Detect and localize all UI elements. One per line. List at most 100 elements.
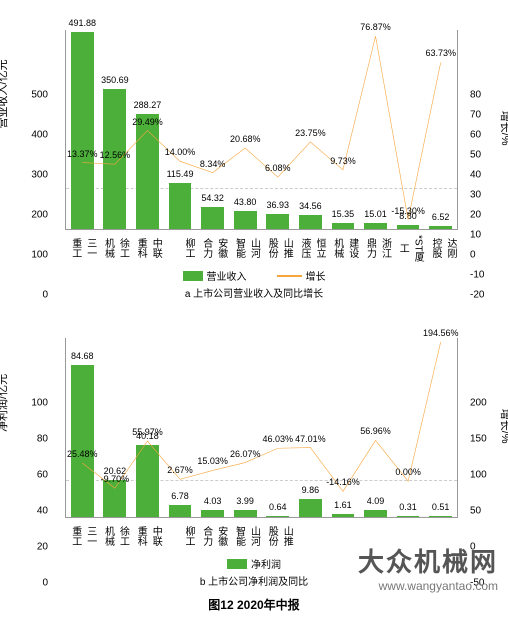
bar: 6.78: [169, 505, 192, 517]
bar-value-label: 15.01: [364, 209, 387, 219]
bar-group: 0.64: [261, 338, 294, 517]
line-value-label: 13.37%: [67, 149, 98, 159]
x-axis-label: 恒立液压: [294, 234, 327, 262]
bar: 0.51: [429, 516, 452, 517]
bar-group: 84.68: [66, 338, 99, 517]
line-value-label: 23.75%: [295, 128, 326, 138]
x-axis-label: 山推股份: [262, 234, 295, 262]
bar: 43.80: [234, 211, 257, 229]
line-value-label: -14.16%: [326, 477, 360, 487]
line-value-label: 56.96%: [360, 426, 391, 436]
bar-value-label: 350.69: [101, 75, 129, 85]
line-value-label: 15.03%: [197, 456, 228, 466]
bar-value-label: 4.09: [367, 496, 385, 506]
bar: 40.18: [136, 445, 159, 517]
chart-area: 491.88350.69288.27115.4954.3243.8036.933…: [65, 30, 458, 230]
bar-value-label: 15.35: [332, 209, 355, 219]
bar: 84.68: [71, 365, 94, 517]
bar-value-label: 84.68: [71, 351, 94, 361]
x-axis-label: 达刚控股: [425, 234, 458, 262]
bar-group: 15.01: [359, 30, 392, 229]
bar-group: 0.51: [424, 338, 457, 517]
line-value-label: 29.49%: [132, 117, 163, 127]
x-axis-label: 山河智能: [229, 234, 262, 262]
line-value-label: 46.03%: [263, 434, 294, 444]
line-value-label: 63.73%: [425, 48, 456, 58]
line-value-label: 47.01%: [295, 434, 326, 444]
bar-group: 54.32: [196, 30, 229, 229]
bar: 6.52: [429, 226, 452, 229]
line-value-label: -9.70%: [101, 474, 130, 484]
bar-value-label: 0.51: [432, 502, 450, 512]
line-value-label: -15.30%: [391, 206, 425, 216]
x-axis-label: 中联重科: [131, 522, 164, 550]
x-axis-label: 三一重工: [65, 234, 98, 262]
x-axis-label: 柳工: [163, 234, 196, 262]
bar-value-label: 9.86: [302, 485, 320, 495]
line-value-label: 14.00%: [165, 147, 196, 157]
bar-value-label: 6.78: [171, 491, 189, 501]
bar-group: 36.93: [261, 30, 294, 229]
watermark: 大众机械网www.wangyantao.com: [358, 542, 498, 593]
bar: 491.88: [71, 32, 94, 229]
y-axis-right-label: 增长/%: [498, 409, 508, 444]
x-axis-label: 安徽合力: [196, 234, 229, 262]
bar-value-label: 43.80: [234, 197, 257, 207]
x-axis-label: 浙江鼎力: [360, 234, 393, 262]
x-axis-label: 柳工: [163, 522, 196, 550]
bar-group: 350.69: [99, 30, 132, 229]
line-value-label: 194.56%: [423, 328, 459, 338]
line-value-label: 2.67%: [167, 465, 193, 475]
bar: 15.35: [332, 223, 355, 229]
y-axis-left-label: 营业收入/亿元: [0, 59, 10, 128]
line-value-label: 8.34%: [200, 159, 226, 169]
x-axis-label: [327, 522, 360, 550]
bar: 34.56: [299, 215, 322, 229]
chart-area: 84.68 20.62 40.18 6.78 4.03 3.99 0.64 9.86 1.61 4…: [65, 338, 458, 518]
x-axis-label: 建设机械: [327, 234, 360, 262]
bar-value-label: 6.52: [432, 212, 450, 222]
line-value-label: 9.73%: [330, 156, 356, 166]
bar-value-label: 115.49: [167, 169, 194, 179]
bar: 4.09: [364, 510, 387, 517]
bar: 0.64: [266, 516, 289, 517]
figure-caption: 图12 2020年中报: [0, 596, 508, 613]
x-axis-label: *ST厦工: [393, 234, 426, 262]
bar: 1.61: [332, 514, 355, 517]
line-value-label: 6.08%: [265, 163, 291, 173]
bar: 9.86: [299, 499, 322, 517]
x-axis-label: 中联重科: [131, 234, 164, 262]
bar-value-label: 4.03: [204, 496, 222, 506]
line-value-label: 26.07%: [230, 449, 261, 459]
bar-value-label: 54.32: [201, 193, 224, 203]
legend-bar-label: 营业收入: [207, 268, 247, 283]
bar-group: 288.27: [131, 30, 164, 229]
line-value-label: 25.48%: [67, 449, 98, 459]
bar-group: 0.31: [392, 338, 425, 517]
bar-group: 1.61: [327, 338, 360, 517]
bar-value-label: 288.27: [134, 100, 162, 110]
bar: 4.03: [201, 510, 224, 517]
bar: 20.62: [103, 480, 126, 517]
legend-line-label: 增长: [306, 268, 326, 283]
legend: 营业收入 增长: [10, 268, 498, 283]
bar: 3.99: [234, 510, 257, 517]
bar-value-label: 0.31: [399, 502, 417, 512]
bar-group: 6.78: [164, 338, 197, 517]
x-axis-label: 山推股份: [262, 522, 295, 550]
x-axis-label: 安徽合力: [196, 522, 229, 550]
bar-group: 4.03: [196, 338, 229, 517]
y-axis-right-label: 增长/%: [498, 111, 508, 146]
x-axis-label: 徐工机械: [98, 234, 131, 262]
watermark-sub: www.wangyantao.com: [358, 579, 498, 593]
bar-value-label: 34.56: [299, 201, 322, 211]
x-axis-label: 徐工机械: [98, 522, 131, 550]
line-value-label: 0.00%: [395, 467, 421, 477]
bar-value-label: 1.61: [334, 500, 352, 510]
bar-value-label: 491.88: [69, 18, 97, 28]
bar-group: 115.49: [164, 30, 197, 229]
bar: 115.49: [169, 183, 192, 229]
bar: 54.32: [201, 207, 224, 229]
x-axis-label: 山河智能: [229, 522, 262, 550]
chart-subtitle: a 上市公司营业收入及同比增长: [10, 285, 498, 300]
